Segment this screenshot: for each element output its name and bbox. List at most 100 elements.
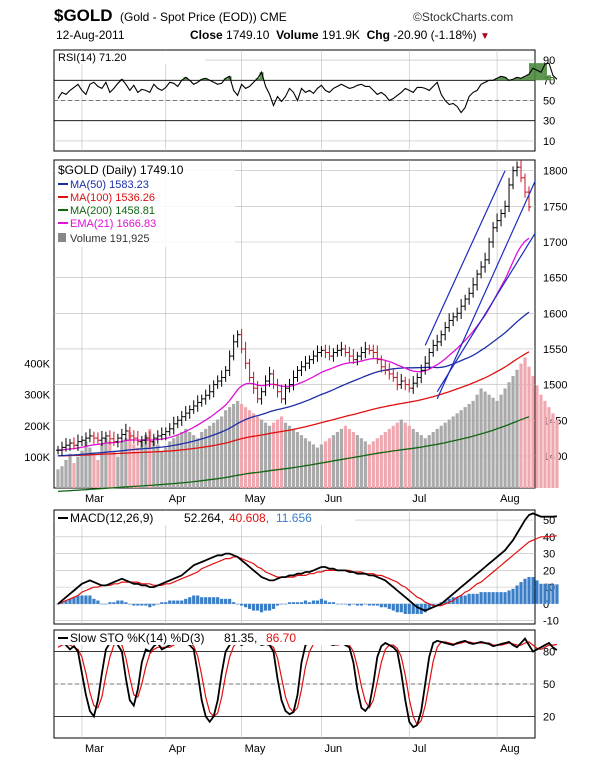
- macd-histogram-bar: [132, 603, 136, 606]
- volume-bar: [395, 422, 399, 488]
- volume-bar: [56, 469, 60, 488]
- price-bar: [243, 341, 248, 369]
- price-bar: [463, 294, 468, 311]
- volume-bar: [224, 410, 228, 488]
- price-bar: [87, 428, 92, 443]
- volume-bar: [359, 438, 363, 488]
- month-label: Aug: [500, 493, 520, 505]
- volume-bar: [391, 425, 395, 488]
- volume-bar: [188, 432, 192, 488]
- y-tick-label: 30: [543, 549, 555, 561]
- volume-bar: [519, 363, 523, 488]
- volume-bar: [283, 422, 288, 488]
- volume-tick-label: 400K: [24, 359, 50, 371]
- macd-histogram-bar: [327, 602, 332, 604]
- price-bar: [443, 321, 448, 341]
- price-bar: [435, 334, 440, 352]
- macd-histogram-bar: [64, 600, 68, 604]
- price-bar: [439, 330, 444, 347]
- volume-bar: [479, 388, 483, 488]
- macd-histogram-bar: [172, 600, 176, 604]
- price-bar: [283, 383, 288, 405]
- price-bar: [263, 375, 268, 397]
- price-bar: [287, 378, 292, 393]
- macd-histogram-bar: [491, 592, 495, 604]
- price-bar: [331, 348, 336, 362]
- price-bar: [195, 395, 200, 412]
- macd-histogram-bar: [255, 603, 260, 611]
- y-tick-label: -10: [543, 616, 559, 628]
- price-bar: [303, 356, 308, 372]
- macd-histogram-bar: [251, 603, 256, 611]
- volume-bar: [180, 432, 184, 488]
- ticker-symbol: $GOLD: [54, 6, 113, 25]
- macd-histogram-bar: [363, 603, 367, 605]
- volume-tick-label: 300K: [24, 390, 50, 402]
- month-label: Apr: [169, 743, 186, 755]
- volume-bar: [124, 438, 128, 488]
- price-bar: [431, 339, 436, 357]
- macd-histogram-bar: [148, 603, 152, 608]
- y-tick-label: 30: [543, 116, 555, 128]
- macd-histogram-bar: [216, 597, 220, 604]
- volume-bar: [439, 425, 443, 488]
- volume-bar: [263, 422, 268, 488]
- macd-histogram-bar: [423, 603, 427, 613]
- price-bar: [215, 375, 220, 389]
- macd-histogram-bar: [164, 602, 168, 604]
- macd-histogram-bar: [375, 603, 379, 606]
- price-bar: [511, 166, 516, 190]
- macd-histogram-bar: [160, 602, 164, 604]
- macd-histogram-bar: [311, 600, 316, 604]
- price-bar: [147, 430, 152, 448]
- brand-label[interactable]: ©StockCharts.com: [413, 10, 514, 24]
- volume-bar: [232, 404, 236, 488]
- macd-histogram-bar: [315, 600, 320, 604]
- price-bar: [203, 389, 208, 405]
- macd-value: 52.264,: [184, 511, 224, 525]
- month-label: Mar: [85, 743, 104, 755]
- y-tick-label: 1650: [543, 273, 567, 285]
- price-bar: [231, 334, 236, 361]
- price-bar: [411, 376, 416, 394]
- volume-bar: [291, 428, 296, 488]
- volume-bar: [295, 432, 300, 488]
- macd-histogram-bar: [523, 578, 527, 604]
- price-bar: [395, 371, 400, 391]
- macd-histogram-bar: [212, 597, 216, 604]
- price-bar: [91, 431, 96, 444]
- month-label: Mar: [85, 493, 104, 505]
- price-bar: [491, 222, 496, 248]
- macd-histogram-bar: [519, 582, 523, 604]
- volume-bar: [240, 404, 244, 488]
- price-bar: [171, 416, 176, 435]
- volume-bar: [200, 432, 204, 488]
- volume-bar: [275, 419, 280, 488]
- macd-histogram-bar: [184, 598, 188, 604]
- price-bar: [271, 369, 276, 389]
- month-label: May: [245, 743, 266, 755]
- price-bar: [67, 438, 72, 451]
- price-bar: [199, 394, 204, 407]
- y-tick-label: 1700: [543, 237, 567, 249]
- volume-bar: [184, 428, 188, 488]
- price-bar: [83, 432, 88, 446]
- macd-histogram-bar: [463, 595, 467, 604]
- volume-bar: [267, 425, 272, 488]
- macd-histogram-bar: [60, 602, 64, 604]
- price-bar: [515, 161, 520, 177]
- macd-histogram-value: 11.656: [276, 511, 312, 525]
- price-bar: [219, 370, 224, 387]
- volume-bar: [447, 419, 451, 488]
- macd-histogram-bar: [275, 603, 280, 606]
- price-bar: [119, 428, 124, 443]
- price-bar: [95, 432, 100, 445]
- volume-bar: [168, 441, 172, 488]
- macd-histogram-bar: [551, 584, 555, 604]
- price-bar: [123, 423, 128, 441]
- macd-histogram-bar: [471, 593, 475, 604]
- volume-bar: [515, 369, 519, 488]
- macd-histogram-bar: [80, 595, 84, 604]
- macd-histogram-bar: [535, 580, 539, 604]
- macd-histogram-bar: [319, 598, 324, 604]
